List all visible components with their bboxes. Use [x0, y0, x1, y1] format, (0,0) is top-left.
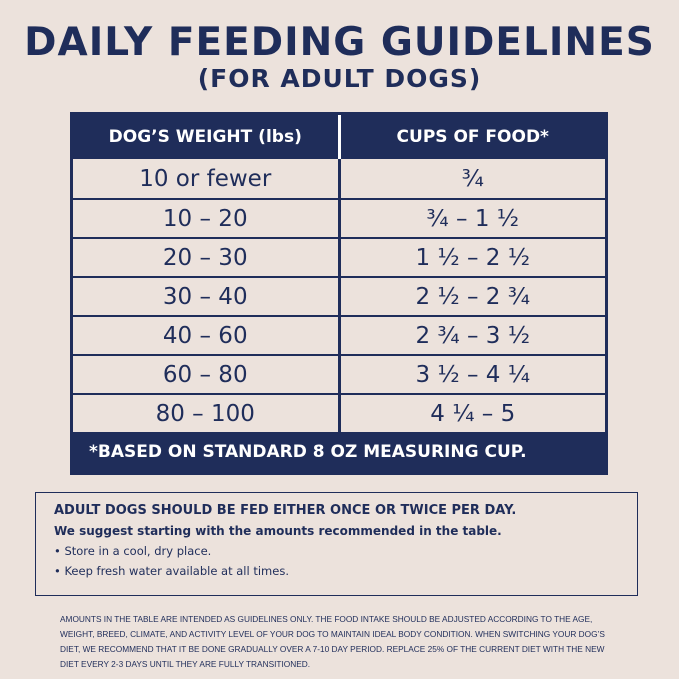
- table-row: 10 – 20 ¾ – 1 ½: [73, 198, 605, 237]
- notes-box: ADULT DOGS SHOULD BE FED EITHER ONCE OR …: [35, 492, 638, 596]
- bullet-item: • Store in a cool, dry place.: [54, 544, 212, 558]
- table-row: 10 or fewer ¾: [73, 159, 605, 198]
- table-row: 40 – 60 2 ¾ – 3 ½: [73, 315, 605, 354]
- table-cell: 2 ¾ – 3 ½: [415, 322, 531, 349]
- table-cell: 4 ¼ – 5: [430, 400, 516, 427]
- table-cell: 20 – 30: [73, 239, 341, 276]
- table-cell: 80 – 100: [73, 395, 341, 432]
- column-header: CUPS OF FOOD*: [396, 127, 549, 147]
- column-header: DOG’S WEIGHT (lbs): [73, 115, 341, 159]
- table-row: 20 – 30 1 ½ – 2 ½: [73, 237, 605, 276]
- table-cell: 1 ½ – 2 ½: [415, 244, 531, 271]
- table-row: 30 – 40 2 ½ – 2 ¾: [73, 276, 605, 315]
- table-cell: 40 – 60: [73, 317, 341, 354]
- table-cell: 60 – 80: [73, 356, 341, 393]
- footnote: *BASED ON STANDARD 8 OZ MEASURING CUP.: [73, 432, 605, 472]
- table-cell: 3 ½ – 4 ¼: [415, 361, 531, 388]
- table-cell: 10 – 20: [73, 200, 341, 237]
- notes-heading: ADULT DOGS SHOULD BE FED EITHER ONCE OR …: [54, 503, 517, 518]
- title: DAILY FEEDING GUIDELINES: [24, 20, 655, 65]
- table-row: 80 – 100 4 ¼ – 5: [73, 393, 605, 432]
- table-cell: ¾: [461, 165, 484, 192]
- bullet-item: • Keep fresh water available at all time…: [54, 564, 289, 578]
- table-cell: 2 ½ – 2 ¾: [415, 283, 531, 310]
- table-cell: 30 – 40: [73, 278, 341, 315]
- bullet-text: Keep fresh water available at all times.: [64, 564, 289, 578]
- disclaimer: AMOUNTS IN THE TABLE ARE INTENDED AS GUI…: [60, 614, 605, 669]
- table-cell: 10 or fewer: [73, 159, 341, 198]
- bullet-text: Store in a cool, dry place.: [64, 544, 212, 558]
- table-row: 60 – 80 3 ½ – 4 ¼: [73, 354, 605, 393]
- table-cell: ¾ – 1 ½: [426, 205, 520, 232]
- feeding-table: DOG’S WEIGHT (lbs) CUPS OF FOOD* 10 or f…: [70, 112, 608, 475]
- header-row: DOG’S WEIGHT (lbs) CUPS OF FOOD*: [73, 115, 605, 159]
- notes-subheading: We suggest starting with the amounts rec…: [54, 524, 502, 538]
- subtitle: (FOR ADULT DOGS): [197, 64, 482, 93]
